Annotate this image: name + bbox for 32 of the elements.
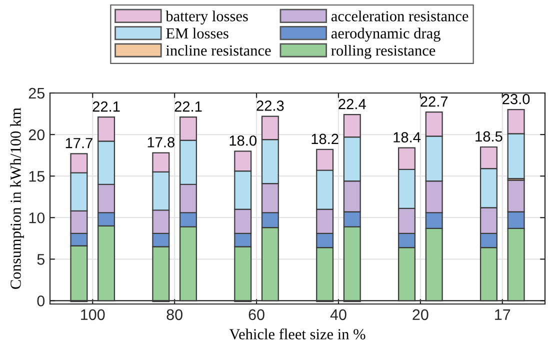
y-tick-label: 10 (29, 212, 45, 224)
y-tick-label: 5 (37, 254, 44, 265)
y-tick-label: 0 (37, 296, 45, 306)
legend-label: acceleration resistance (331, 10, 468, 22)
legend-label: rolling resistance (331, 44, 436, 59)
x-tick-label: 80 (166, 309, 182, 320)
x-tick-label: 40 (330, 309, 346, 320)
total-label: 23.0 (502, 94, 530, 104)
x-tick-label: 60 (248, 309, 264, 320)
total-label: 22.4 (338, 98, 366, 110)
legend-label: incline resistance (166, 44, 271, 56)
x-tick-label: 100 (81, 309, 105, 320)
total-label: 22.1 (92, 101, 120, 112)
legend-label: EM losses (166, 28, 228, 39)
legend-label: battery losses (166, 10, 248, 24)
y-tick-label: 20 (28, 129, 45, 140)
y-tick-label: 15 (29, 171, 44, 182)
total-label: 18.4 (394, 132, 421, 142)
x-tick-label: 17 (495, 309, 510, 320)
legend-label: aerodynamic drag (331, 28, 440, 42)
y-axis-title: Consumption in kWh/100 km (10, 108, 24, 289)
total-label: 22.3 (256, 100, 284, 111)
total-label: 18.2 (312, 134, 338, 144)
total-label: 18.0 (230, 135, 256, 146)
total-label: 22.7 (420, 96, 448, 107)
total-label: 17.8 (148, 137, 174, 148)
total-label: 22.1 (174, 101, 202, 112)
x-tick-label: 20 (412, 309, 428, 320)
x-axis-title: Vehicle fleet size in % (229, 328, 366, 340)
total-label: 18.5 (476, 131, 502, 142)
total-label: 17.7 (66, 138, 92, 148)
y-tick-label: 25 (28, 88, 44, 99)
